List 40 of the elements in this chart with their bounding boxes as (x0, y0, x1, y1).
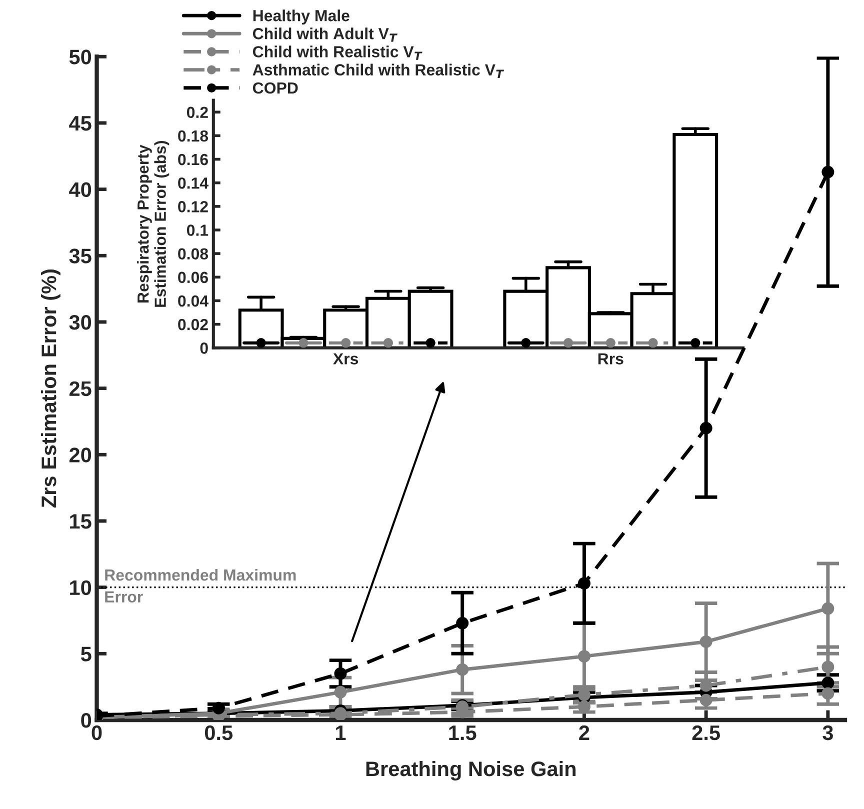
y-tick-label: 50 (69, 50, 92, 64)
legend-label: Child with Adult V$_{T}$ (252, 28, 398, 42)
x-tick-label: 3 (822, 725, 833, 740)
y-tick-label: 40 (69, 182, 92, 198)
y-tick-label: 0.2 (186, 106, 208, 118)
y-tick-label: 15 (70, 514, 92, 529)
y-tick-label: 0.16 (178, 154, 208, 166)
y-tick-label: 0.12 (178, 201, 208, 212)
y-tick-label: 30 (69, 314, 92, 330)
x-tick-label: 2 (579, 725, 590, 740)
x-tick-label: 0.5 (204, 725, 233, 740)
y-tick-label: 0.14 (178, 177, 208, 189)
x-axis-title: Breathing Noise Gain (366, 760, 576, 780)
y-tick-label: 25 (69, 381, 92, 396)
x-tick-label: 1.5 (449, 726, 476, 740)
x-tick-label: 1 (336, 726, 346, 740)
legend-label: Asthmatic Child with Realistic V$_{T}$ (252, 64, 504, 78)
y-tick-label: 5 (80, 646, 92, 662)
x-tick-label: 2.5 (692, 725, 720, 740)
ref-line-label: Recommended Maximum Error (105, 568, 296, 603)
y-axis-title: Zrs Estimation Error (%) (40, 270, 60, 508)
y-tick-label: 45 (69, 116, 92, 131)
y-axis-title: Respiratory Property Estimation Error (abs) (137, 141, 170, 307)
legend-label: Healthy Male (253, 10, 350, 24)
y-tick-label: 20 (69, 448, 92, 462)
y-tick-label: 35 (69, 248, 92, 264)
y-tick-label: 0.04 (178, 295, 208, 307)
x-tick-label: Rrs (598, 353, 624, 364)
y-tick-label: 0 (81, 713, 92, 728)
x-tick-label: 0 (92, 725, 102, 740)
y-tick-label: 0.1 (186, 224, 208, 236)
legend-label: COPD (252, 82, 298, 94)
y-tick-label: 0.02 (178, 318, 208, 330)
y-tick-label: 0.08 (178, 248, 208, 260)
y-tick-label: 0.06 (178, 272, 208, 284)
y-tick-label: 10 (70, 580, 92, 596)
x-tick-label: Xrs (333, 353, 358, 364)
y-tick-label: 0.18 (178, 130, 208, 142)
y-tick-label: 0 (200, 342, 208, 354)
legend-label: Child with Realistic V$_{T}$ (252, 46, 422, 60)
